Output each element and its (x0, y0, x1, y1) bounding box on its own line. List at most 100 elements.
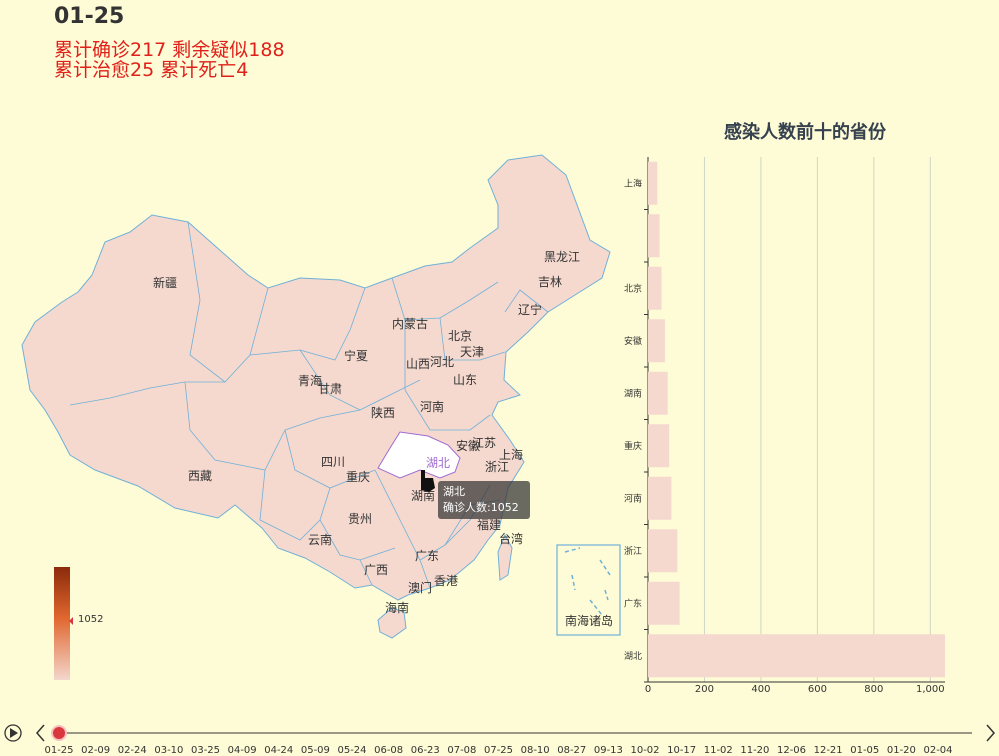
bar-chart-title: 感染人数前十的省份 (724, 122, 886, 143)
timeline-label-9[interactable]: 06-08 (374, 745, 403, 756)
x-tick-label-1: 200 (695, 684, 714, 695)
bar-5[interactable] (648, 424, 670, 468)
hubei-shape[interactable] (377, 431, 461, 479)
bar-3[interactable] (648, 319, 665, 363)
province-label-18: 湖北 (426, 455, 450, 470)
province-label-20: 江苏 (472, 436, 496, 450)
timeline-current-dot[interactable] (51, 725, 67, 741)
province-label-2: 青海 (298, 373, 322, 388)
province-label-8: 辽宁 (518, 302, 542, 317)
tooltip-value: 确诊人数:1052 (443, 501, 519, 514)
province-label-31: 澳门 (408, 580, 432, 595)
timeline-label-15[interactable]: 09-13 (594, 745, 623, 756)
bar-8[interactable] (648, 581, 680, 625)
timeline-label-13[interactable]: 08-10 (521, 745, 550, 756)
y-category-label-4: 湖南 (624, 387, 642, 399)
province-label-11: 河北 (430, 355, 454, 369)
bar-2[interactable] (648, 266, 662, 310)
timeline-label-22[interactable]: 01-05 (850, 745, 879, 756)
timeline-label-16[interactable]: 10-02 (630, 745, 659, 756)
map-tooltip: 湖北 确诊人数:1052 (438, 481, 530, 519)
timeline-label-2[interactable]: 02-24 (118, 745, 147, 756)
bar-1[interactable] (648, 214, 660, 258)
province-label-12: 山西 (406, 357, 430, 371)
timeline-label-20[interactable]: 12-06 (777, 745, 806, 756)
south-sea-islands-dashes (564, 547, 611, 616)
timeline-label-11[interactable]: 07-08 (447, 745, 476, 756)
province-label-24: 贵州 (348, 512, 372, 526)
timeline-label-17[interactable]: 10-17 (667, 745, 696, 756)
y-category-label-6: 河南 (624, 492, 642, 504)
province-label-19: 安徽 (456, 438, 480, 453)
province-label-9: 北京 (448, 329, 472, 343)
timeline-label-21[interactable]: 12-21 (814, 745, 843, 756)
bar-6[interactable] (648, 476, 672, 520)
bar-9[interactable] (648, 634, 945, 678)
x-tick-label-4: 800 (864, 684, 883, 695)
province-label-22: 浙江 (485, 460, 509, 474)
timeline-label-3[interactable]: 03-10 (154, 745, 183, 756)
timeline: 01-25 02-09 02-24 03-10 03-25 04-09 04-24 05-09… (4, 724, 995, 756)
province-label-29: 台湾 (499, 531, 523, 546)
stat-line-1: 累计确诊217 剩余疑似188 (54, 39, 285, 61)
hainan-island-shape[interactable] (377, 607, 407, 639)
timeline-label-4[interactable]: 03-25 (191, 745, 220, 756)
timeline-label-0[interactable]: 01-25 (44, 745, 73, 756)
x-tick-label-2: 400 (751, 684, 770, 695)
south-sea-box (556, 544, 621, 636)
province-label-17: 重庆 (346, 470, 370, 484)
province-label-14: 陕西 (371, 405, 395, 420)
province-label-10: 天津 (460, 345, 484, 359)
province-label-27: 广东 (415, 549, 439, 563)
next-arrow-icon[interactable] (986, 724, 995, 742)
timeline-label-14[interactable]: 08-27 (557, 745, 586, 756)
timeline-label-23[interactable]: 01-20 (887, 745, 916, 756)
bar-7[interactable] (648, 529, 678, 573)
timeline-label-24[interactable]: 02-04 (923, 745, 952, 756)
timeline-label-8[interactable]: 05-24 (337, 745, 366, 756)
bar-0[interactable] (648, 161, 658, 205)
y-category-label-2: 北京 (624, 282, 642, 294)
stat-line-2: 累计治愈25 累计死亡4 (54, 59, 249, 81)
tooltip-province: 湖北 (443, 485, 465, 498)
timeline-label-5[interactable]: 04-09 (228, 745, 257, 756)
province-label-21: 上海 (499, 447, 523, 462)
timeline-label-18[interactable]: 11-02 (704, 745, 733, 756)
timeline-label-6[interactable]: 04-24 (264, 745, 293, 756)
province-label-32: 海南 (385, 600, 409, 615)
date-title: 01-25 (54, 4, 125, 29)
bar-4[interactable] (648, 371, 668, 415)
timeline-label-19[interactable]: 11-20 (740, 745, 769, 756)
timeline-label-1[interactable]: 02-09 (81, 745, 110, 756)
province-label-15: 河南 (420, 399, 444, 414)
province-borders (69, 221, 549, 589)
visual-map-gradient[interactable] (54, 567, 70, 680)
y-category-label-8: 广东 (624, 597, 642, 609)
prev-arrow-icon[interactable] (36, 724, 45, 742)
x-tick-label-0: 0 (645, 684, 651, 695)
province-label-26: 广西 (364, 563, 388, 577)
province-label-6: 黑龙江 (544, 250, 580, 264)
province-label-25: 云南 (308, 532, 332, 547)
play-icon[interactable] (10, 728, 18, 738)
province-label-7: 吉林 (538, 275, 562, 289)
y-category-label-9: 湖北 (624, 651, 642, 662)
play-button[interactable] (4, 724, 22, 742)
timeline-label-12[interactable]: 07-25 (484, 745, 513, 756)
x-tick-label-3: 600 (808, 684, 827, 695)
province-label-3: 甘肃 (318, 382, 342, 396)
taiwan-shape[interactable] (497, 533, 513, 581)
province-label-13: 山东 (453, 373, 477, 387)
province-label-0: 新疆 (153, 275, 177, 290)
timeline-label-7[interactable]: 05-09 (301, 745, 330, 756)
visual-map-pointer-icon[interactable] (69, 617, 73, 625)
province-label-4: 宁夏 (344, 348, 368, 363)
province-label-5: 内蒙古 (392, 316, 428, 331)
y-category-label-0: 上海 (624, 177, 642, 189)
x-tick-label-5: 1,000 (916, 684, 945, 695)
timeline-label-10[interactable]: 06-23 (411, 745, 440, 756)
